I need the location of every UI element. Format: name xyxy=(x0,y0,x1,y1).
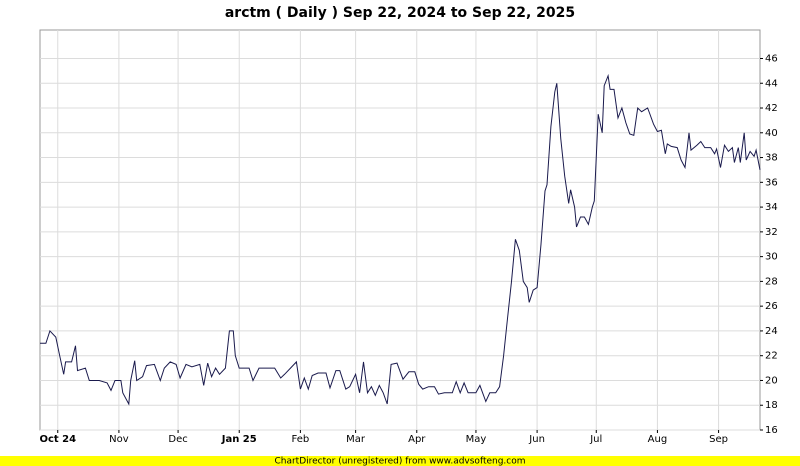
x-tick-label: May xyxy=(466,434,487,445)
footer: ChartDirector (unregistered) from www.ad… xyxy=(274,457,525,466)
x-tick-label: Oct 24 xyxy=(39,434,76,445)
price-line xyxy=(40,73,761,406)
y-tick-label: 32 xyxy=(765,227,778,238)
y-tick-label: 38 xyxy=(765,153,778,164)
y-tick-label: 42 xyxy=(765,103,778,114)
x-tick-label: Jun xyxy=(528,434,545,445)
x-tick-label: Dec xyxy=(168,434,187,445)
y-tick-label: 36 xyxy=(765,177,778,188)
y-tick-label: 46 xyxy=(765,53,778,64)
x-tick-label: Nov xyxy=(109,434,129,445)
x-tick-label: Mar xyxy=(346,434,366,445)
chart-title: arctm ( Daily ) Sep 22, 2024 to Sep 22, … xyxy=(225,5,575,21)
y-tick-label: 18 xyxy=(765,400,778,411)
y-tick-label: 28 xyxy=(765,276,778,287)
y-tick-label: 34 xyxy=(765,202,778,213)
y-tick-label: 40 xyxy=(765,128,778,139)
x-tick-label: Feb xyxy=(292,434,310,445)
footer-band xyxy=(0,456,800,466)
x-tick-label: Apr xyxy=(408,434,426,445)
x-tick-label: Jan 25 xyxy=(221,434,257,445)
y-tick-label: 26 xyxy=(765,301,778,312)
y-tick-label: 24 xyxy=(765,326,778,337)
y-tick-label: 44 xyxy=(765,78,778,89)
y-tick-label: 16 xyxy=(765,425,778,436)
y-tick-label: 22 xyxy=(765,351,778,362)
x-tick-label: Sep xyxy=(709,434,728,445)
x-tick-label: Jul xyxy=(589,434,602,445)
y-tick-label: 30 xyxy=(765,252,778,263)
plot-area xyxy=(39,29,761,431)
y-tick-label: 20 xyxy=(765,375,778,386)
x-tick-label: Aug xyxy=(648,434,668,445)
